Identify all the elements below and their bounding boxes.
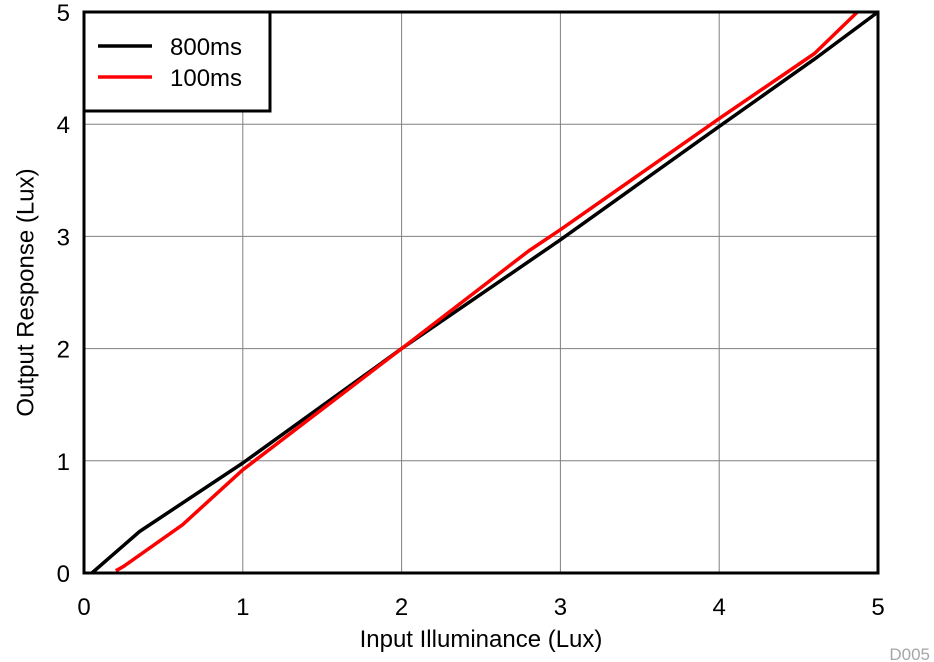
y-tick-label: 4 — [57, 112, 70, 139]
y-tick-label: 3 — [57, 224, 70, 251]
y-tick-label: 2 — [57, 337, 70, 364]
plot-frame — [82, 10, 880, 575]
legend-label: 100ms — [170, 65, 242, 92]
y-axis-title: Output Response (Lux) — [12, 168, 39, 416]
series-lines — [90, 10, 880, 575]
y-tick-labels: 0 1 2 3 4 5 — [57, 0, 70, 588]
series-line-800ms — [90, 10, 880, 575]
x-tick-label: 2 — [395, 594, 408, 621]
x-tick-label: 0 — [77, 594, 90, 621]
legend-box — [82, 10, 272, 113]
legend: 800ms 100ms — [82, 10, 272, 113]
legend-label: 800ms — [170, 34, 242, 61]
x-tick-label: 1 — [236, 594, 249, 621]
x-tick-labels: 0 1 2 3 4 5 — [77, 594, 884, 621]
figure-id-label: D005 — [889, 645, 930, 662]
series-line-100ms — [114, 10, 859, 573]
x-tick-label: 4 — [713, 594, 726, 621]
y-tick-label: 0 — [57, 561, 70, 588]
x-axis-title: Input Illuminance (Lux) — [360, 626, 603, 653]
grid-lines — [84, 12, 878, 573]
y-tick-label: 1 — [57, 449, 70, 476]
y-tick-label: 5 — [57, 0, 70, 27]
x-tick-label: 3 — [554, 594, 567, 621]
x-tick-label: 5 — [871, 594, 884, 621]
